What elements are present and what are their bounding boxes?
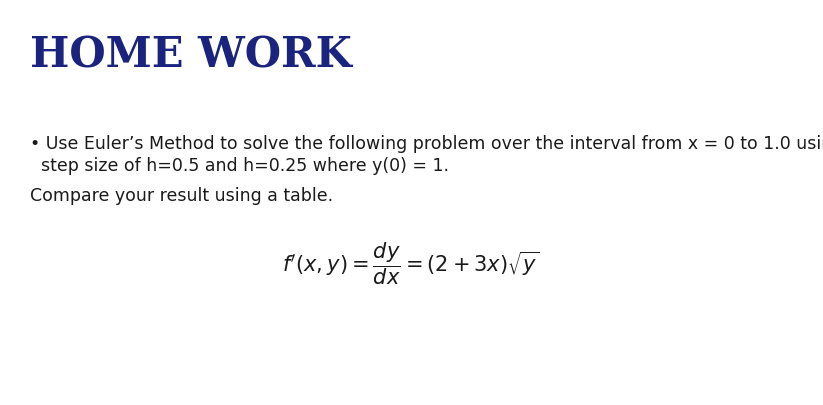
- Text: • Use Euler’s Method to solve the following problem over the interval from x = 0: • Use Euler’s Method to solve the follow…: [30, 135, 823, 153]
- Text: HOME WORK: HOME WORK: [30, 35, 352, 77]
- Text: $f'(x, y) = \dfrac{dy}{dx} = (2 + 3x)\sqrt{y}$: $f'(x, y) = \dfrac{dy}{dx} = (2 + 3x)\sq…: [282, 240, 540, 286]
- Text: step size of h=0.5 and h=0.25 where y(0) = 1.: step size of h=0.5 and h=0.25 where y(0)…: [30, 157, 449, 175]
- Text: Compare your result using a table.: Compare your result using a table.: [30, 187, 333, 205]
